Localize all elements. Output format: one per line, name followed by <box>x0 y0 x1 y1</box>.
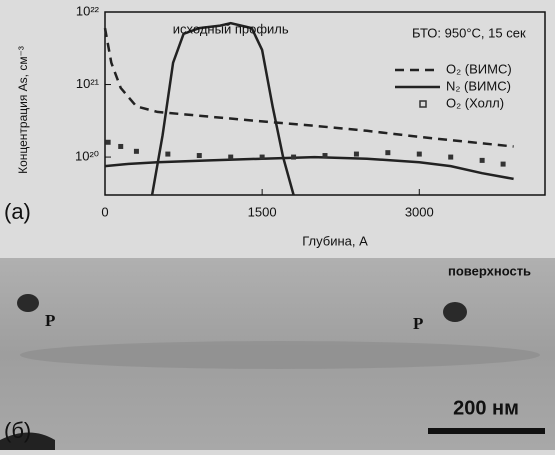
defect <box>443 302 467 322</box>
scale-label: 200 нм <box>453 397 519 419</box>
x-tick-label: 3000 <box>405 204 434 219</box>
panel-label: (а) <box>4 199 31 224</box>
layer-band <box>20 341 540 369</box>
surface-label: поверхность <box>448 263 531 278</box>
hall-point <box>105 139 111 145</box>
hall-point <box>448 154 454 160</box>
scale-bar <box>428 428 545 434</box>
x-axis-label: Глубина, А <box>302 233 368 248</box>
legend-swatch <box>419 100 427 108</box>
annotation: БТО: 950°С, 15 сек <box>412 25 526 40</box>
hall-point <box>118 143 124 149</box>
hall-point <box>133 148 139 154</box>
series-line <box>104 155 514 181</box>
plot-frame <box>104 11 546 196</box>
x-tick-label: 1500 <box>248 204 277 219</box>
hall-point <box>259 154 265 160</box>
profile-label: исходный профиль <box>173 21 289 36</box>
hall-point <box>479 157 485 163</box>
hall-point <box>416 151 422 157</box>
defect <box>17 294 39 312</box>
hall-point <box>228 154 234 160</box>
legend-label: O₂ (Холл) <box>446 95 504 110</box>
y-tick-label: 10²⁰ <box>75 149 99 164</box>
series-line <box>103 27 514 148</box>
hall-point <box>500 161 506 167</box>
hall-point <box>291 154 297 160</box>
hall-point <box>165 151 171 157</box>
y-tick-label: 10²² <box>76 3 100 18</box>
marker-label: P <box>413 314 423 333</box>
y-axis-label: Концентрация As, см⁻³ <box>16 46 30 174</box>
panel-label: (б) <box>4 418 31 443</box>
hall-point <box>322 153 328 159</box>
hall-point <box>196 153 202 159</box>
corner-shadow <box>0 432 55 450</box>
hall-point <box>353 151 359 157</box>
hall-point <box>385 150 391 156</box>
marker-label: P <box>45 311 55 330</box>
legend-label: O₂ (ВИМС) <box>446 61 512 76</box>
y-tick-label: 10²¹ <box>76 76 100 91</box>
legend-label: N₂ (ВИМС) <box>446 78 511 93</box>
x-tick-label: 0 <box>101 204 108 219</box>
series-line <box>150 21 295 196</box>
